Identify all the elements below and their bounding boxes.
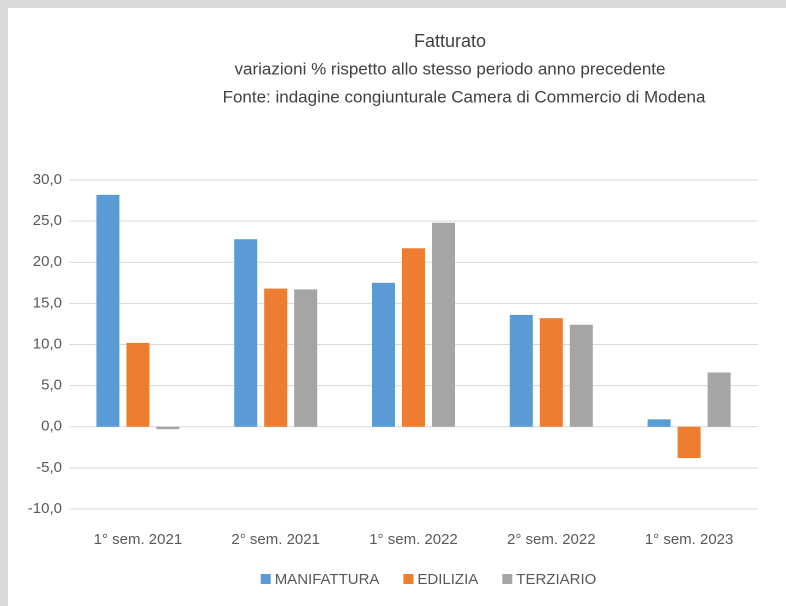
y-tick-label: 30,0 (33, 171, 62, 188)
y-tick-label: 10,0 (33, 335, 62, 352)
legend-label: MANIFATTURA (275, 571, 380, 588)
bar (707, 372, 731, 427)
bar (264, 288, 288, 427)
bar (96, 194, 120, 427)
bar (126, 342, 150, 427)
bar (234, 239, 258, 427)
y-tick-label: 25,0 (33, 212, 62, 229)
legend-swatch (502, 574, 513, 584)
x-tick-label: 2° sem. 2021 (231, 531, 320, 548)
y-tick-label: 20,0 (33, 253, 62, 270)
y-tick-label: 15,0 (33, 294, 62, 311)
x-tick-label: 1° sem. 2021 (94, 531, 183, 548)
bar (372, 282, 395, 427)
y-tick-label: 0,0 (41, 418, 62, 435)
bar (294, 289, 318, 427)
legend-label: EDILIZIA (417, 571, 478, 588)
legend-swatch (403, 574, 414, 584)
bar (569, 324, 593, 427)
bar (156, 426, 180, 430)
bar (647, 419, 671, 427)
y-tick-label: -5,0 (36, 459, 62, 476)
legend-swatch (260, 574, 271, 584)
y-tick-label: 5,0 (41, 377, 62, 394)
bar (402, 248, 425, 427)
bar (509, 314, 533, 427)
bar (432, 222, 455, 427)
x-tick-label: 2° sem. 2022 (507, 531, 596, 548)
bar (539, 318, 563, 427)
y-tick-label: -10,0 (28, 500, 62, 517)
x-tick-label: 1° sem. 2023 (645, 531, 734, 548)
legend-label: TERZIARIO (516, 571, 596, 588)
chart-subtitle: Fonte: indagine congiunturale Camera di … (223, 87, 706, 106)
x-tick-label: 1° sem. 2022 (369, 531, 458, 548)
chart-area (8, 8, 786, 606)
chart-title: Fatturato (414, 31, 486, 51)
bar (677, 426, 701, 459)
chart-subtitle: variazioni % rispetto allo stesso period… (235, 59, 666, 78)
